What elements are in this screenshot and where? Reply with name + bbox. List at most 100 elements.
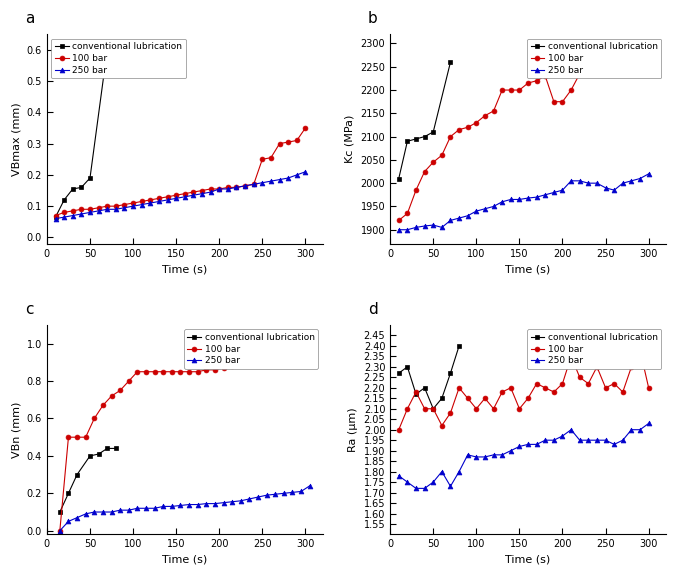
100 bar	[619, 389, 627, 396]
100 bar	[181, 190, 189, 197]
conventional lubrication	[403, 363, 412, 370]
Line: 100 bar: 100 bar	[53, 126, 308, 218]
100 bar	[284, 139, 292, 146]
100 bar	[550, 98, 558, 105]
250 bar	[228, 498, 236, 505]
100 bar	[645, 47, 653, 54]
250 bar	[211, 500, 219, 507]
conventional lubrication	[429, 406, 437, 412]
Y-axis label: Kc (MPa): Kc (MPa)	[345, 115, 355, 163]
100 bar	[190, 189, 198, 196]
100 bar	[541, 73, 549, 79]
250 bar	[64, 518, 72, 525]
conventional lubrication	[420, 133, 429, 140]
250 bar	[533, 441, 541, 448]
250 bar	[506, 447, 515, 454]
100 bar	[524, 395, 532, 401]
250 bar	[276, 176, 284, 183]
Line: 250 bar: 250 bar	[396, 172, 651, 232]
100 bar	[305, 350, 313, 357]
250 bar	[292, 172, 301, 179]
100 bar	[301, 124, 309, 131]
250 bar	[455, 468, 463, 475]
conventional lubrication	[455, 343, 463, 350]
250 bar	[464, 213, 472, 219]
100 bar	[198, 187, 206, 194]
250 bar	[533, 194, 541, 200]
250 bar	[129, 203, 137, 210]
250 bar	[395, 472, 403, 479]
250 bar	[438, 224, 446, 231]
250 bar	[567, 177, 575, 184]
100 bar	[636, 347, 644, 354]
Line: conventional lubrication: conventional lubrication	[396, 343, 462, 411]
250 bar	[163, 196, 171, 203]
100 bar	[60, 209, 68, 216]
250 bar	[550, 437, 558, 444]
250 bar	[610, 441, 618, 448]
conventional lubrication	[68, 185, 77, 192]
100 bar	[506, 384, 515, 391]
100 bar	[241, 183, 249, 190]
100 bar	[219, 365, 227, 372]
250 bar	[559, 187, 567, 194]
100 bar	[584, 380, 592, 387]
250 bar	[271, 491, 280, 498]
250 bar	[593, 437, 601, 444]
250 bar	[567, 426, 575, 433]
conventional lubrication	[429, 128, 437, 135]
250 bar	[498, 198, 506, 205]
100 bar	[159, 368, 167, 375]
250 bar	[241, 183, 249, 190]
100 bar	[215, 185, 223, 192]
100 bar	[271, 351, 280, 358]
100 bar	[489, 108, 498, 115]
100 bar	[142, 368, 150, 375]
250 bar	[619, 180, 627, 187]
250 bar	[73, 514, 81, 521]
100 bar	[146, 196, 154, 203]
100 bar	[129, 200, 137, 207]
250 bar	[232, 184, 240, 191]
250 bar	[172, 195, 180, 202]
Line: 250 bar: 250 bar	[396, 421, 651, 491]
100 bar	[593, 363, 601, 370]
250 bar	[280, 490, 288, 497]
250 bar	[601, 437, 609, 444]
250 bar	[177, 502, 185, 509]
100 bar	[593, 68, 601, 75]
100 bar	[232, 184, 240, 191]
250 bar	[60, 214, 68, 221]
250 bar	[95, 207, 103, 214]
250 bar	[524, 441, 532, 448]
250 bar	[86, 209, 94, 216]
250 bar	[215, 185, 223, 192]
250 bar	[181, 194, 189, 200]
250 bar	[224, 185, 232, 192]
100 bar	[420, 168, 429, 175]
250 bar	[51, 215, 60, 222]
X-axis label: Time (s): Time (s)	[506, 264, 550, 274]
100 bar	[473, 406, 481, 412]
100 bar	[559, 380, 567, 387]
conventional lubrication	[86, 175, 94, 181]
100 bar	[541, 384, 549, 391]
100 bar	[206, 185, 215, 192]
250 bar	[103, 206, 111, 213]
250 bar	[237, 497, 245, 504]
250 bar	[108, 509, 116, 516]
Line: 100 bar: 100 bar	[396, 348, 651, 432]
Text: d: d	[368, 302, 378, 317]
250 bar	[142, 505, 150, 511]
100 bar	[420, 406, 429, 412]
250 bar	[254, 494, 262, 501]
250 bar	[455, 215, 463, 222]
100 bar	[584, 68, 592, 75]
250 bar	[194, 501, 202, 508]
250 bar	[420, 222, 429, 229]
250 bar	[112, 206, 120, 213]
100 bar	[601, 61, 609, 68]
250 bar	[489, 203, 498, 210]
250 bar	[250, 181, 258, 188]
100 bar	[628, 66, 636, 73]
